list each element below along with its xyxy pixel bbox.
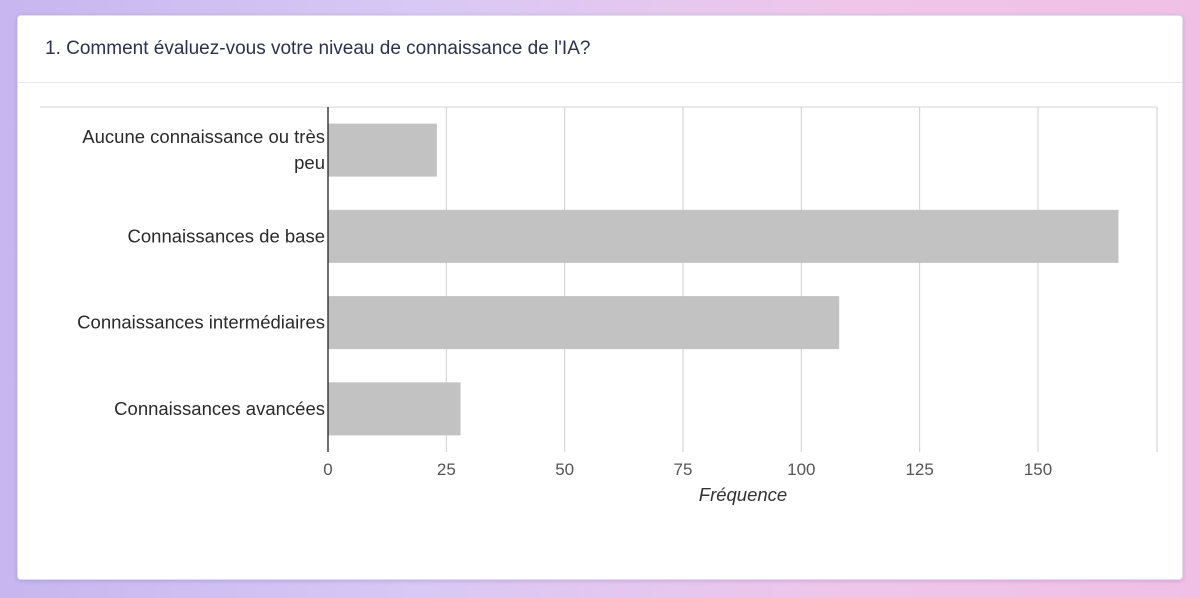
x-tick-label: 125 xyxy=(905,460,933,479)
x-tick-label: 25 xyxy=(437,460,456,479)
x-tick-label: 75 xyxy=(674,460,693,479)
bar xyxy=(328,123,437,177)
x-axis-title: Fréquence xyxy=(699,484,787,505)
x-tick-label: 50 xyxy=(555,460,574,479)
bar xyxy=(328,382,461,436)
bar xyxy=(328,296,840,350)
category-label: Connaissances de base xyxy=(128,225,325,246)
chart-card: 1. Comment évaluez-vous votre niveau de … xyxy=(17,15,1183,580)
bar xyxy=(328,209,1119,263)
header-divider xyxy=(18,82,1182,83)
category-label: peu xyxy=(294,152,325,173)
category-label: Aucune connaissance ou très xyxy=(82,126,325,147)
category-label: Connaissances avancées xyxy=(114,398,325,419)
bar-chart: Aucune connaissance ou très peu Connaissan… xyxy=(40,106,1158,505)
x-tick-label: 150 xyxy=(1024,460,1052,479)
x-tick-label: 100 xyxy=(787,460,815,479)
x-tick-label: 0 xyxy=(323,460,332,479)
category-label: Connaissances intermédiaires xyxy=(77,312,325,333)
question-title: 1. Comment évaluez-vous votre niveau de … xyxy=(45,38,591,59)
